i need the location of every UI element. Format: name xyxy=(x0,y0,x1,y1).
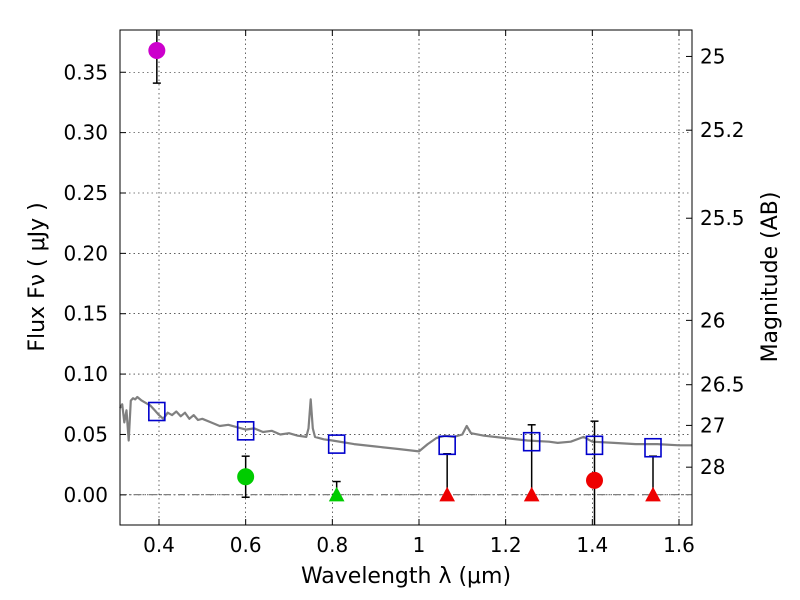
upper-limit-marker xyxy=(645,486,661,502)
y-axis-title: Flux Fν ( μJy ) xyxy=(25,202,50,351)
y-tick-label: 0.15 xyxy=(63,302,108,326)
x-tick-label: 1 xyxy=(413,533,426,557)
y2-axis-label-text: Magnitude (AB) xyxy=(758,192,783,363)
y-tick-label: 0.30 xyxy=(63,121,108,145)
x-tick-label: 0.6 xyxy=(230,533,262,557)
x-axis-title: Wavelength λ (μm) xyxy=(301,564,511,589)
axes: 0.4 0.6 0.8 1 1.2 1.4 1.6 0.00 0.05 0.10 0.15 0.20 0… xyxy=(63,30,745,557)
data-layer xyxy=(119,30,692,525)
detection-point xyxy=(148,42,166,60)
x-tick-label: 0.8 xyxy=(316,533,348,557)
spectrum-line xyxy=(119,395,692,453)
y-tick-label: 0.00 xyxy=(63,483,108,507)
upper-limit-marker xyxy=(523,486,540,502)
model-square xyxy=(438,435,456,456)
detection-point xyxy=(237,468,255,486)
model-square xyxy=(148,401,166,422)
model-square xyxy=(236,421,255,441)
detection-point xyxy=(586,471,603,489)
y-tick-label: 0.05 xyxy=(63,422,108,446)
model-square xyxy=(327,434,346,454)
y-axis-label-text: Flux Fν ( μJy ) xyxy=(25,202,50,351)
model-square xyxy=(644,437,662,458)
x-tick-label: 0.4 xyxy=(143,533,175,557)
x-tick-label: 1.4 xyxy=(576,533,608,557)
model-square xyxy=(585,435,604,456)
y2-tick-label: 25 xyxy=(700,44,725,68)
x-axis-label-text: Wavelength λ (μm) xyxy=(301,564,511,589)
y-tick-label: 0.20 xyxy=(63,241,108,265)
y2-tick-label: 26.5 xyxy=(700,373,745,397)
model-square xyxy=(522,431,541,452)
y-tick-label: 0.25 xyxy=(63,181,108,205)
upper-limit-marker xyxy=(328,486,345,502)
y2-tick-label: 27 xyxy=(700,413,725,437)
y2-tick-label: 25.2 xyxy=(700,118,745,142)
x-tick-label: 1.2 xyxy=(490,533,522,557)
grid xyxy=(120,30,692,525)
y2-tick-label: 25.5 xyxy=(700,206,745,230)
y2-tick-label: 28 xyxy=(700,455,725,479)
y-tick-label: 0.10 xyxy=(63,362,108,386)
plot-frame xyxy=(119,29,693,526)
y2-tick-label: 26 xyxy=(700,308,725,332)
x-tick-label: 1.6 xyxy=(663,533,695,557)
y-tick-label: 0.35 xyxy=(63,60,108,84)
y2-axis-title: Magnitude (AB) xyxy=(758,192,783,363)
upper-limit-marker xyxy=(439,486,456,502)
